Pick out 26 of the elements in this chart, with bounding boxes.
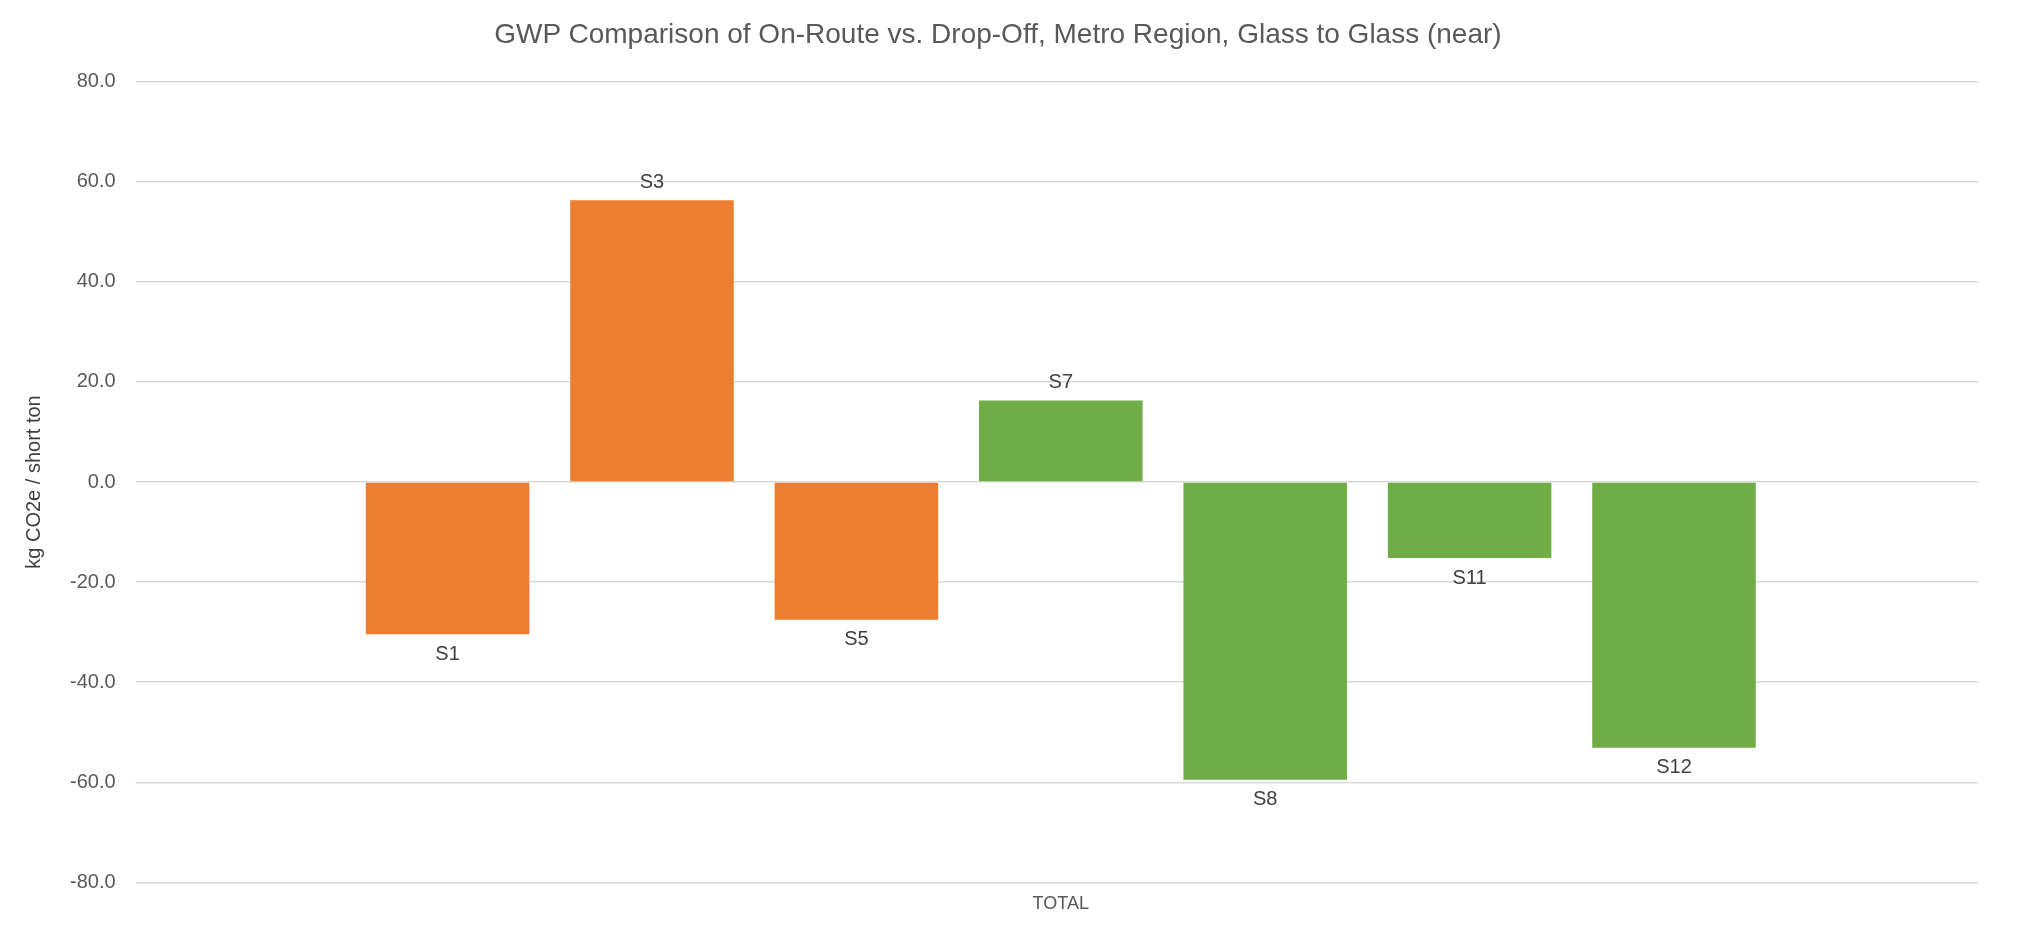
bar (570, 200, 734, 482)
bar (774, 482, 939, 620)
bar (979, 400, 1143, 482)
y-tick-label: 0.0 (87, 469, 116, 492)
y-tick-label: 60.0 (76, 169, 116, 192)
y-tick-label: -20.0 (69, 569, 116, 592)
series-label: S7 (1048, 369, 1074, 392)
series-label: S5 (844, 627, 869, 650)
series-label: S1 (435, 641, 460, 664)
y-axis-title: kg CO2e / short ton (21, 395, 44, 569)
bar (1387, 482, 1552, 559)
series-label: S12 (1656, 755, 1692, 778)
y-tick-label: -40.0 (69, 669, 116, 692)
series-label: S3 (639, 169, 665, 192)
series-label: S8 (1252, 787, 1278, 810)
y-tick-label: 80.0 (76, 69, 116, 92)
y-tick-label: -80.0 (69, 869, 116, 892)
series-label: S11 (1452, 565, 1487, 588)
y-tick-label: 40.0 (76, 269, 116, 292)
x-tick-label: TOTAL (1032, 893, 1089, 914)
y-tick-label: -60.0 (69, 769, 116, 792)
bar (1183, 482, 1347, 780)
bar (1592, 482, 1756, 748)
y-tick-label: 20.0 (76, 369, 116, 392)
chart-title: GWP Comparison of On-Route vs. Drop-Off, Metro Region, Glass to Glass (near) (494, 17, 1502, 49)
bar (365, 482, 530, 635)
